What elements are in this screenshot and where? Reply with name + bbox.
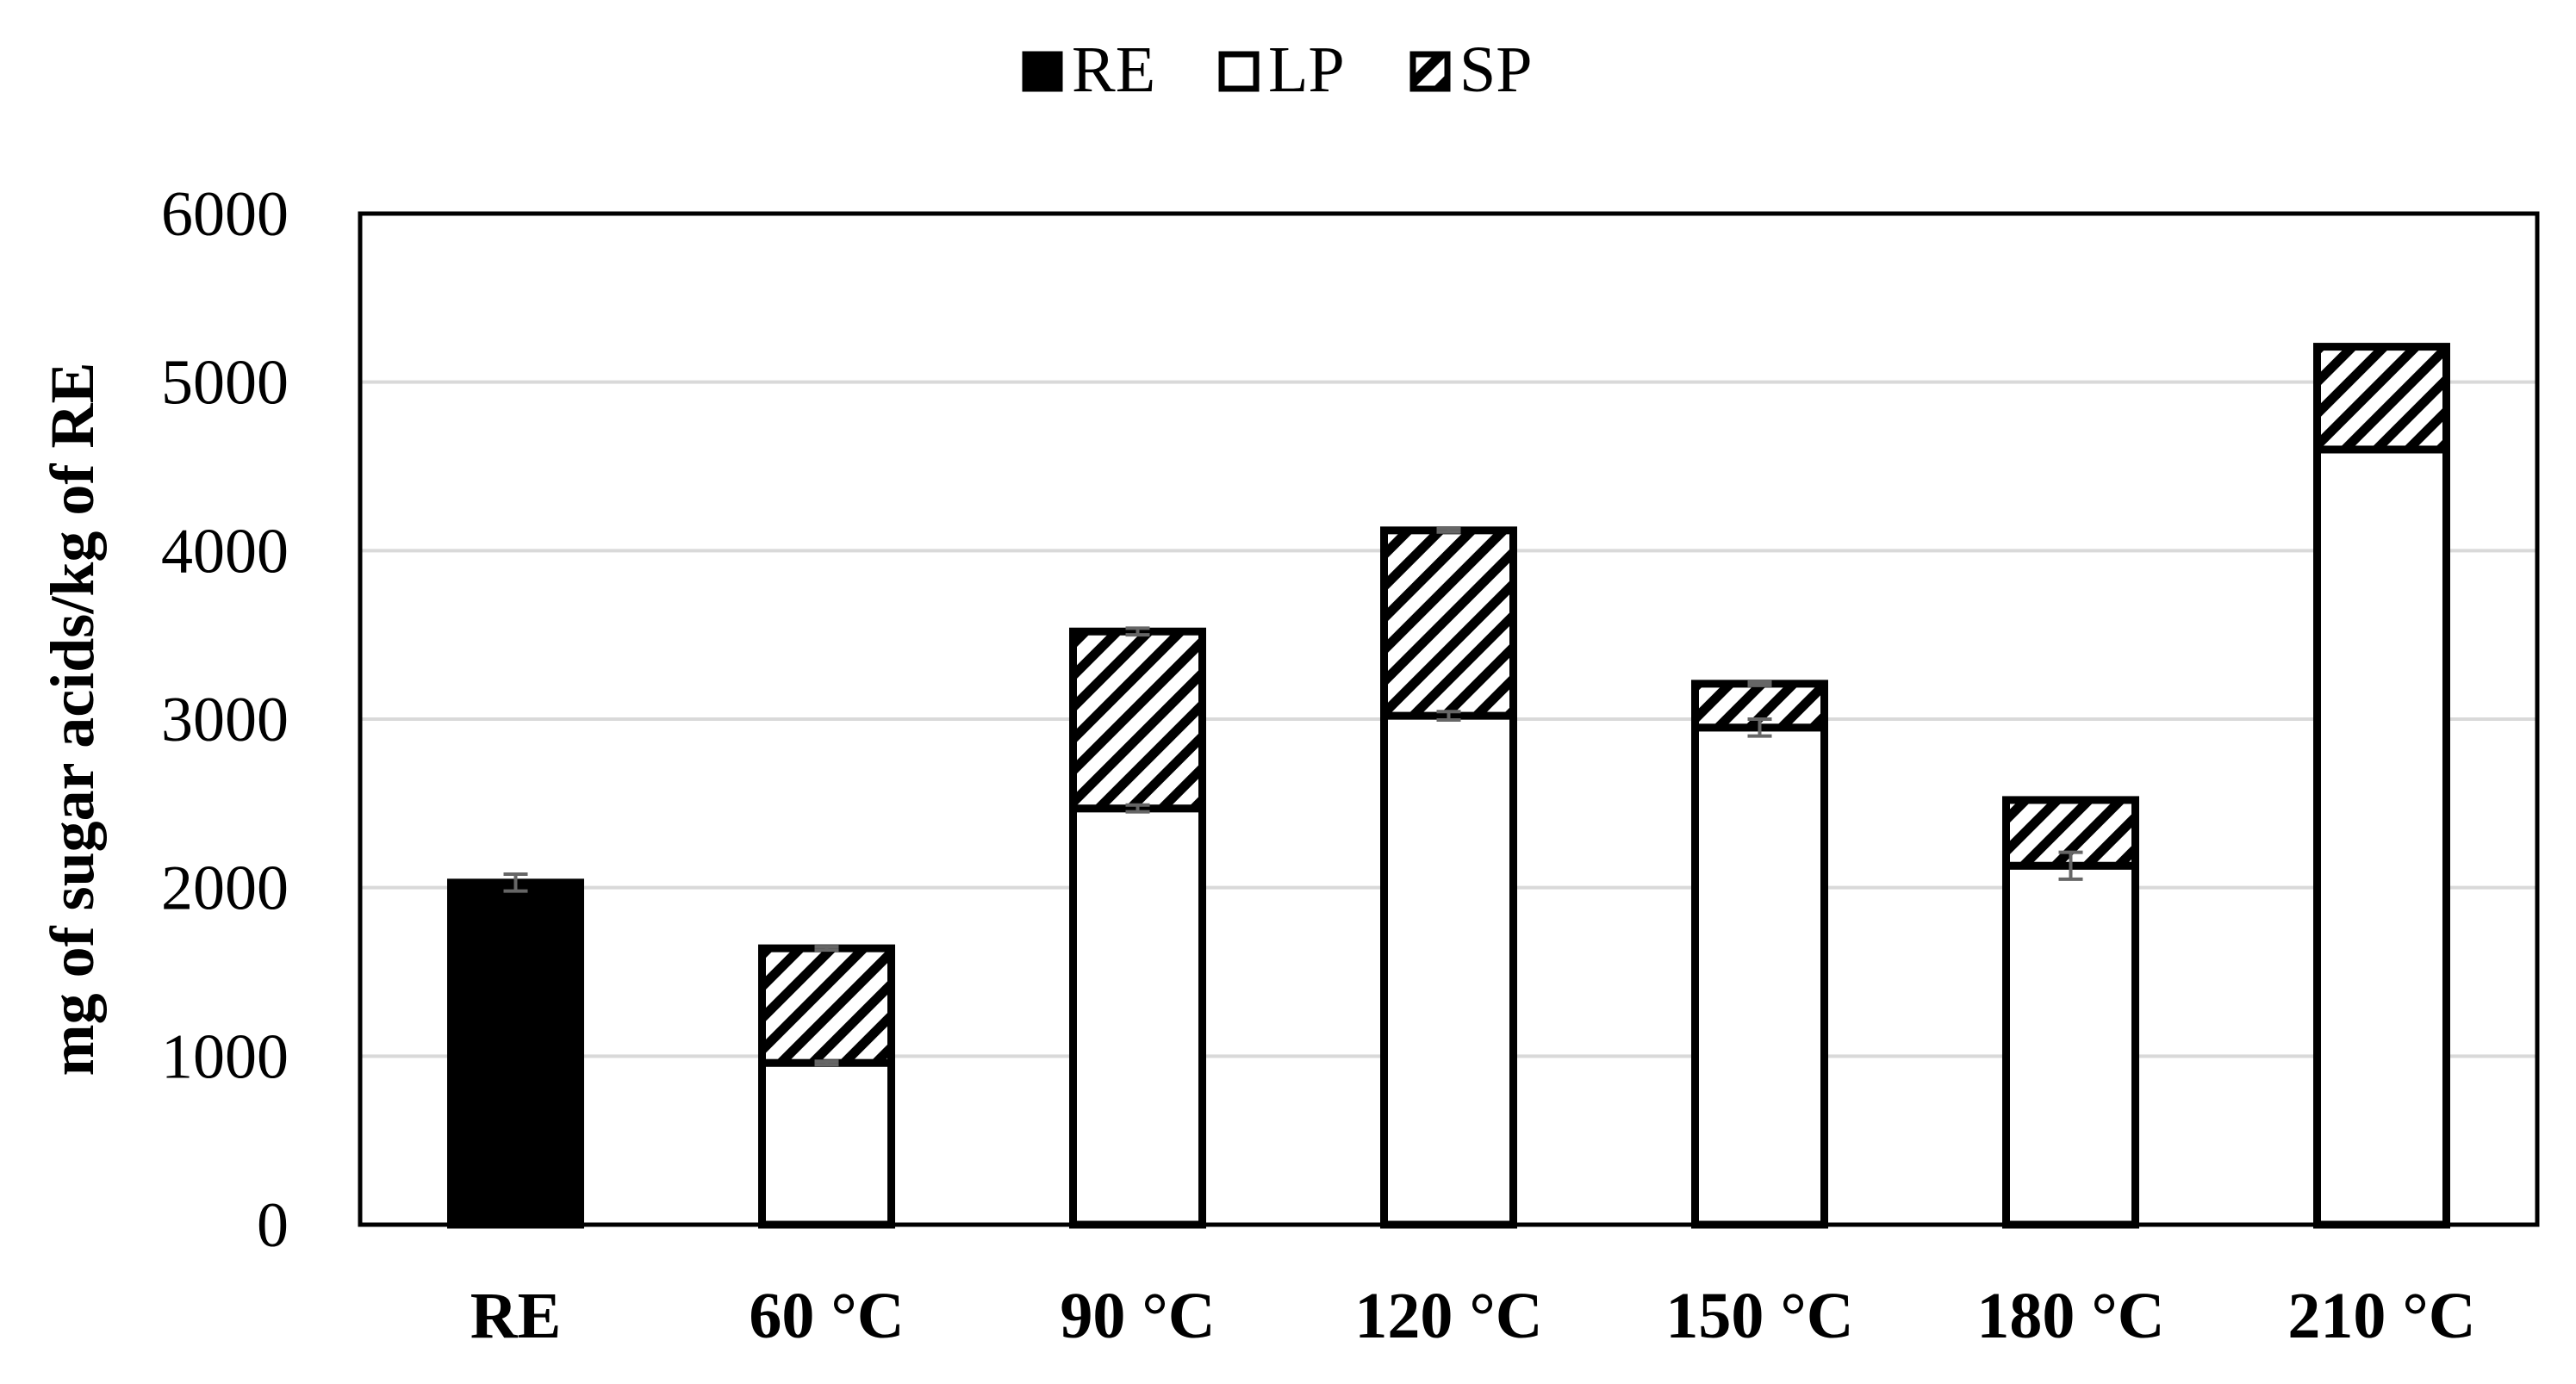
y-tick-label: 2000 (161, 853, 289, 924)
bar-sp (1380, 526, 1517, 720)
bar-re (447, 878, 584, 1229)
x-tick-label: RE (470, 1280, 562, 1352)
legend-swatch-lp (1218, 51, 1260, 92)
bar-lp (1069, 804, 1206, 1229)
x-tick-label: 60 °C (749, 1280, 904, 1352)
y-axis-ticks: 0 1000 2000 3000 4000 5000 6000 (161, 179, 289, 1261)
bar-sp (758, 944, 895, 1067)
x-axis-ticks: RE 60 °C 90 °C 120 °C 150 °C 180 °C 210 °C (470, 1280, 2476, 1352)
y-axis-title: mg of sugar acids/kg of RE (38, 363, 107, 1077)
legend-label-lp: LP (1268, 34, 1345, 106)
y-tick-label: 5000 (161, 348, 289, 419)
bar-sp (1069, 627, 1206, 813)
bars (447, 343, 2450, 1229)
bar-lp (1691, 723, 1828, 1229)
x-tick-label: 90 °C (1060, 1280, 1215, 1352)
legend: RE LP SP (1022, 34, 1533, 106)
bar-lp (2313, 445, 2450, 1229)
y-tick-label: 1000 (161, 1021, 289, 1092)
y-tick-label: 6000 (161, 179, 289, 250)
x-tick-label: 150 °C (1665, 1280, 1853, 1352)
y-tick-label: 4000 (161, 516, 289, 586)
legend-swatch-re (1022, 51, 1063, 92)
legend-label-re: RE (1072, 34, 1155, 106)
y-tick-label: 0 (257, 1190, 289, 1261)
bar-lp (758, 1058, 895, 1229)
y-tick-label: 3000 (161, 685, 289, 755)
x-tick-label: 210 °C (2287, 1280, 2475, 1352)
bar-sp (2313, 343, 2450, 454)
x-tick-label: 120 °C (1354, 1280, 1542, 1352)
error-bars (503, 526, 2083, 1067)
x-tick-label: 180 °C (1976, 1280, 2164, 1352)
bar-lp (2002, 861, 2139, 1229)
legend-label-sp: SP (1459, 34, 1533, 106)
bar-lp (1380, 711, 1517, 1229)
legend-swatch-sp (1409, 51, 1451, 92)
